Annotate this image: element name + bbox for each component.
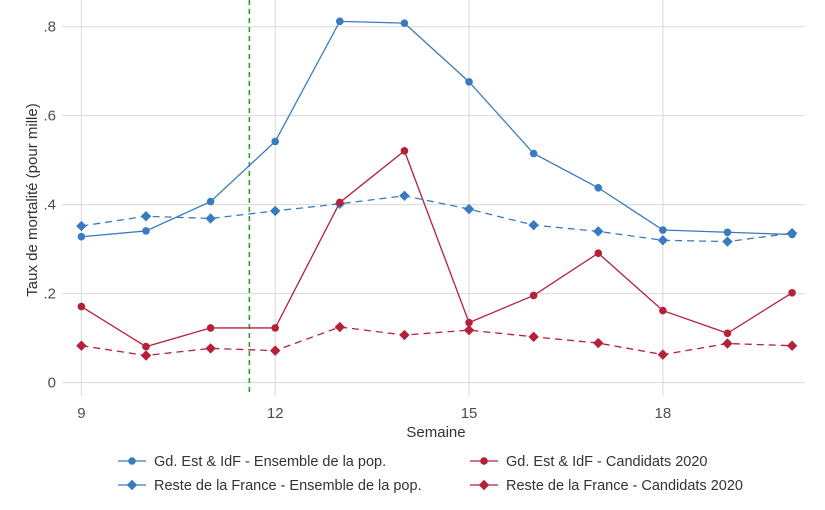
data-point <box>205 213 216 224</box>
x-axis-title: Semaine <box>406 424 465 441</box>
data-point <box>657 235 669 246</box>
data-point <box>399 190 410 201</box>
data-point <box>528 219 539 231</box>
legend-label: Reste de la France - Candidats 2020 <box>506 478 743 494</box>
data-point <box>400 19 409 27</box>
data-point <box>529 149 538 158</box>
data-point <box>594 183 603 192</box>
data-point <box>399 329 410 341</box>
series-line <box>81 149 793 348</box>
data-point <box>77 302 86 311</box>
legend: Gd. Est & IdF - Ensemble de la pop. Gd. E… <box>118 454 743 494</box>
legend-label: Reste de la France - Ensemble de la pop. <box>154 478 422 494</box>
data-point <box>463 203 475 215</box>
data-point <box>723 228 732 237</box>
data-point <box>271 137 280 146</box>
data-point <box>786 227 798 239</box>
x-tick-label: 12 <box>267 405 284 422</box>
data-point <box>463 324 475 336</box>
data-point <box>659 306 667 315</box>
data-point <box>140 350 152 361</box>
y-tick-label: 0 <box>48 375 56 392</box>
data-point <box>76 220 87 232</box>
grid-lines <box>62 0 805 396</box>
data-point <box>528 331 539 343</box>
data-point <box>722 236 733 247</box>
series-line <box>81 20 793 238</box>
legend-swatch-marker <box>480 457 488 465</box>
data-point <box>140 211 152 222</box>
legend-item: Gd. Est & IdF - Candidats 2020 <box>470 454 708 470</box>
x-tick-label: 15 <box>461 405 478 422</box>
y-tick-label: .4 <box>43 197 56 214</box>
x-tick-labels: 9 12 15 18 <box>77 405 671 422</box>
data-point <box>594 249 603 257</box>
y-axis-title: Taux de mortalité (pour mille) <box>24 103 41 296</box>
data-point <box>205 343 216 354</box>
data-point <box>206 197 215 206</box>
data-point <box>593 337 604 349</box>
legend-item: Reste de la France - Ensemble de la pop. <box>118 478 422 494</box>
series-3 <box>77 147 796 351</box>
legend-item: Reste de la France - Candidats 2020 <box>470 478 743 494</box>
legend-swatch-marker <box>128 457 136 465</box>
series-4 <box>76 321 798 361</box>
data-point <box>142 227 150 235</box>
data-point <box>723 329 732 338</box>
data-point <box>657 349 669 360</box>
data-point <box>206 324 215 332</box>
data-point <box>336 17 344 26</box>
legend-swatch-marker <box>478 479 490 491</box>
series-1 <box>77 17 796 241</box>
legend-label: Gd. Est & IdF - Ensemble de la pop. <box>154 454 386 470</box>
data-point <box>593 226 604 237</box>
data-point <box>76 340 87 351</box>
series-line <box>81 195 793 243</box>
y-tick-label: .2 <box>43 286 56 303</box>
data-point <box>270 345 281 356</box>
data-point <box>270 205 281 217</box>
data-point <box>400 147 409 155</box>
data-point <box>142 342 150 351</box>
data-point <box>722 338 733 349</box>
legend-item: Gd. Est & IdF - Ensemble de la pop. <box>118 454 386 470</box>
series-group <box>76 17 798 361</box>
x-tick-label: 18 <box>655 405 672 422</box>
data-point <box>77 232 86 241</box>
legend-swatch-marker <box>126 479 138 491</box>
data-point <box>788 288 796 297</box>
data-point <box>336 198 344 207</box>
data-point <box>786 340 798 351</box>
legend-label: Gd. Est & IdF - Candidats 2020 <box>506 454 708 470</box>
data-point <box>465 78 473 86</box>
data-point <box>271 324 280 332</box>
y-tick-labels: 0 .2 .4 .6 .8 <box>43 19 56 392</box>
y-tick-label: .6 <box>43 108 56 125</box>
series-line <box>81 326 793 357</box>
data-point <box>465 318 473 327</box>
data-point <box>529 291 538 300</box>
data-point <box>334 321 346 333</box>
data-point <box>659 226 667 234</box>
x-tick-label: 9 <box>77 405 85 422</box>
y-tick-label: .8 <box>43 19 56 36</box>
